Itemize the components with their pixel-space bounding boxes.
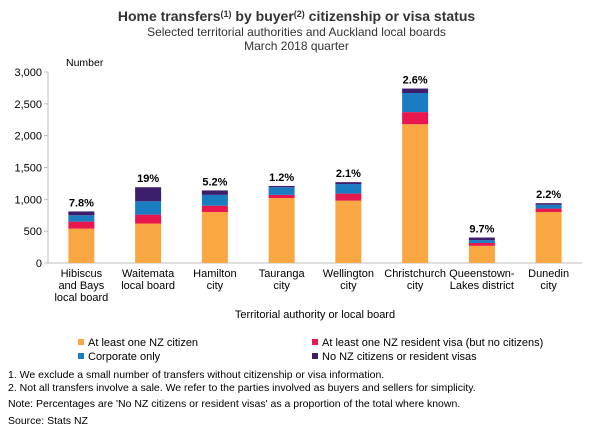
y-tick-label: 1,500: [14, 163, 42, 175]
legend-swatch: [312, 339, 318, 345]
chart-title-block: Home transfers(1) by buyer(2) citizenshi…: [0, 6, 593, 53]
y-tick-label: 0: [36, 258, 42, 270]
bar-segment-resident_visa: [201, 205, 228, 213]
bar-segment-resident_visa: [535, 208, 562, 213]
x-tick-label: Lakes district: [450, 280, 514, 292]
x-tick-label: city: [407, 280, 424, 292]
legend-label: No NZ citizens or resident visas: [322, 351, 477, 363]
legend-item: No NZ citizens or resident visas: [312, 351, 477, 363]
bar-segment-citizen: [535, 212, 562, 263]
legend-label: Corporate only: [88, 351, 161, 363]
chart-period: March 2018 quarter: [244, 39, 349, 53]
bar-segment-no_nz: [535, 203, 562, 205]
y-tick-label: 1,000: [14, 194, 42, 206]
bar-segment-corporate: [535, 204, 562, 209]
chart-title: Home transfers(1) by buyer(2) citizenshi…: [0, 6, 593, 25]
title-main: Home transfers: [117, 8, 221, 24]
bar-data-label: 7.8%: [69, 197, 94, 209]
bar-segment-no_nz: [402, 88, 429, 94]
bar-segment-resident_visa: [268, 194, 295, 199]
bar-segment-corporate: [68, 215, 95, 222]
bar-data-label: 19%: [137, 173, 159, 185]
y-axis-label: Number: [66, 57, 104, 69]
bar-segment-citizen: [402, 124, 429, 263]
bar-data-label: 1.2%: [269, 172, 294, 184]
bar-segment-corporate: [135, 201, 162, 215]
bar-data-label: 5.2%: [202, 176, 227, 188]
bar-segment-no_nz: [135, 187, 162, 202]
y-tick-label: 2,500: [14, 99, 42, 111]
bar-data-label: 2.2%: [536, 189, 561, 201]
bar-segment-citizen: [335, 200, 362, 263]
bar-segment-citizen: [135, 223, 162, 263]
stacked-bar-chart: Number 0 500 1,000 1,500 2,000 2,500 3,000 7.8% H…: [14, 57, 582, 321]
legend-label: At least one NZ citizen: [88, 337, 199, 349]
legend-swatch: [312, 353, 318, 359]
bar-segment-no_nz: [335, 182, 362, 185]
x-tick-label: city: [273, 280, 290, 292]
bar-segment-corporate: [268, 187, 295, 195]
bar-segment-resident_visa: [335, 193, 362, 201]
footnote-1: 1. We exclude a small number of transfer…: [8, 369, 385, 381]
x-tick-label: Christchurch: [384, 268, 446, 280]
footnotes: 1. We exclude a small number of transfer…: [8, 369, 476, 428]
bar-segment-citizen: [201, 212, 228, 263]
x-tick-label: local board: [121, 280, 175, 292]
bar-data-label: 9.7%: [469, 224, 494, 236]
footnote-2: 2. Not all transfers involve a sale. We …: [8, 382, 476, 394]
y-tick-label: 500: [24, 226, 42, 238]
bar-segment-no_nz: [68, 211, 95, 216]
x-tick-label: local board: [54, 292, 108, 304]
x-tick-label: Hamilton: [193, 268, 236, 280]
x-tick-label: Waitemata: [122, 268, 175, 280]
percentage-note: Note: Percentages are 'No NZ citizens or…: [8, 398, 461, 410]
x-tick-label: Tauranga: [259, 268, 306, 280]
x-tick-label: city: [340, 280, 357, 292]
legend-item: Corporate only: [78, 351, 160, 363]
legend-swatch: [78, 353, 84, 359]
bar-segment-citizen: [268, 198, 295, 263]
bar-segment-resident_visa: [135, 214, 162, 224]
bar-segment-resident_visa: [68, 221, 95, 229]
x-tick-label: city: [540, 280, 557, 292]
x-tick-label: Dunedin: [528, 268, 569, 280]
bar-segment-citizen: [468, 245, 495, 263]
bar-data-label: 2.6%: [403, 75, 428, 87]
bar-segment-corporate: [468, 240, 495, 243]
bar-segment-resident_visa: [402, 112, 429, 125]
bar-data-label: 2.1%: [336, 168, 361, 180]
x-tick-label: Wellington: [323, 268, 374, 280]
x-tick-label: Queenstown-: [449, 268, 515, 280]
bar-segment-corporate: [335, 184, 362, 194]
x-tick-label: and Bays: [58, 280, 104, 292]
legend-swatch: [78, 339, 84, 345]
bar-segment-no_nz: [201, 190, 228, 195]
x-tick-label: Hibiscus: [61, 268, 103, 280]
y-tick-label: 3,000: [14, 67, 42, 79]
bar-segment-corporate: [402, 93, 429, 113]
chart-subtitle: Selected territorial authorities and Auc…: [147, 25, 446, 39]
bar-segment-no_nz: [468, 237, 495, 241]
y-tick-label: 2,000: [14, 131, 42, 143]
title-rest: citizenship or visa status: [304, 8, 476, 24]
title-by-buyer: by buyer: [231, 8, 294, 24]
legend-item: At least one NZ citizen: [78, 337, 198, 349]
source-note: Source: Stats NZ: [8, 415, 88, 427]
x-axis-label: Territorial authority or local board: [235, 309, 395, 321]
bar-segment-resident_visa: [468, 242, 495, 246]
title-footnote-1: (1): [220, 9, 232, 19]
legend-label: At least one NZ resident visa (but no ci…: [322, 337, 544, 349]
legend-item: At least one NZ resident visa (but no ci…: [312, 337, 543, 349]
x-tick-label: city: [207, 280, 224, 292]
bar-segment-citizen: [68, 228, 95, 263]
bar-segment-no_nz: [268, 185, 295, 188]
bar-segment-corporate: [201, 194, 228, 206]
title-footnote-2: (2): [293, 9, 305, 19]
